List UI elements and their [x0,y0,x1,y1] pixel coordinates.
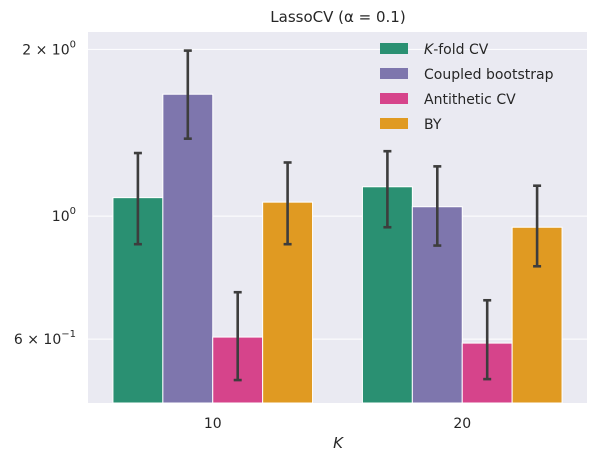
chart-title: LassoCV (α = 0.1) [270,8,405,26]
legend-swatch [380,43,408,54]
legend: K-fold CV Coupled bootstrap Antithetic CV B… [380,42,554,133]
y-tick-base: 6 × 10 [14,332,61,348]
x-tick-label: 10 [204,416,222,432]
legend-label: Antithetic CV [424,92,516,108]
y-tick-label: 6 × 10−1 [14,329,76,348]
x-axis-label: K [333,434,344,452]
y-tick-base: 10 [52,209,70,225]
legend-swatch [380,118,408,129]
y-tick-label: 2 × 100 [22,39,76,58]
y-tick-exponent: 0 [70,39,76,50]
legend-label: Coupled bootstrap [424,67,554,83]
legend-label-rest: -fold CV [433,42,489,58]
legend-swatch [380,68,408,79]
x-tick-labels: 10 20 [204,416,471,432]
legend-label: BY [424,117,442,133]
y-tick-label: 100 [52,206,76,225]
y-tick-exponent: −1 [61,329,76,340]
legend-swatch [380,93,408,104]
error-bars [133,49,542,382]
legend-label-italic: K [424,42,435,58]
x-tick-label: 20 [453,416,471,432]
y-tick-exponent: 0 [70,206,76,217]
legend-label: K-fold CV [424,42,489,58]
bar [162,93,214,404]
y-tick-base: 2 × 10 [22,42,69,58]
